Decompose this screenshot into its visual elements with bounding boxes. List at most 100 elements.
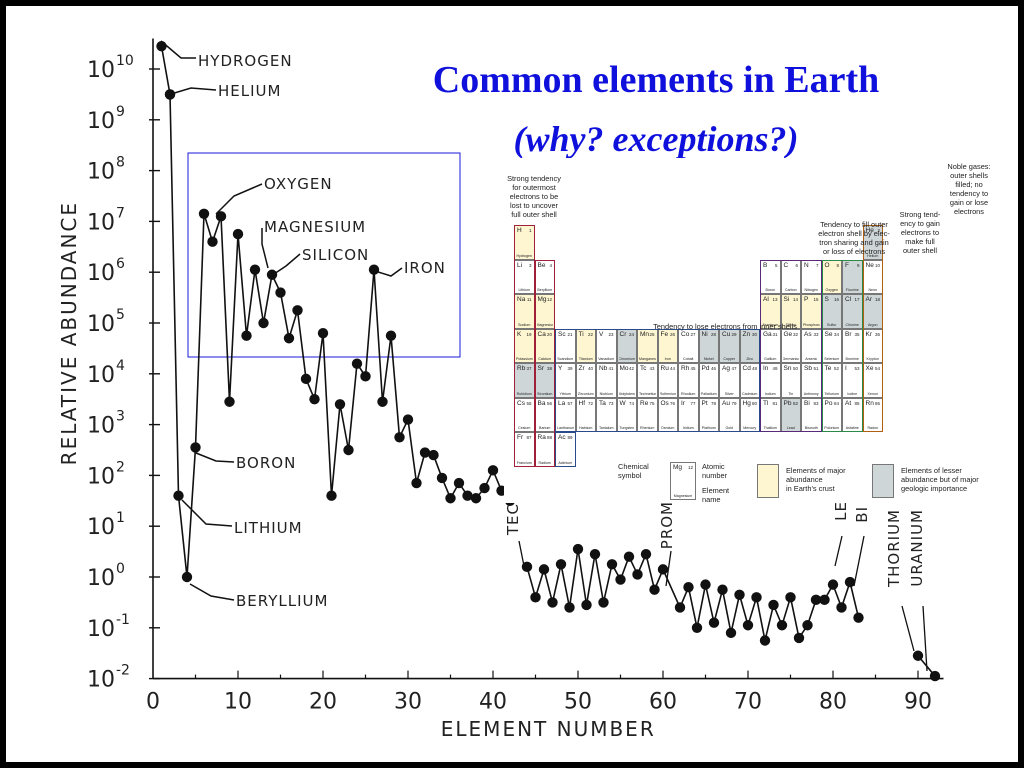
element-symbol: Rn xyxy=(865,399,874,407)
element-name: Rhodium xyxy=(681,391,696,396)
element-name: Iron xyxy=(664,357,671,361)
element-cell: Fe 26 Iron xyxy=(657,328,678,363)
data-point xyxy=(394,432,405,443)
data-point xyxy=(572,543,584,555)
y-tick-exponent: -2 xyxy=(116,663,130,679)
y-tick-exponent: 1 xyxy=(116,510,125,526)
element-symbol: Hg xyxy=(742,399,751,407)
element-symbol: Se xyxy=(824,330,833,338)
element-name: Neon xyxy=(868,288,878,292)
data-point xyxy=(343,444,354,456)
element-cell: Au 79 Gold xyxy=(719,397,740,432)
y-tick-exponent: 2 xyxy=(116,459,125,475)
element-symbol: Ac xyxy=(558,434,566,441)
annotation-label: THORIUM xyxy=(885,509,903,588)
element-symbol: Cr xyxy=(619,330,627,338)
table-note-line: or loss of electrons xyxy=(822,247,886,256)
element-symbol: Mn xyxy=(640,330,650,338)
element-number: 27 xyxy=(690,331,696,337)
element-name: Cobalt xyxy=(683,357,694,361)
legend-lesser-text: Elements of lesser abundance but of major… xyxy=(901,466,996,493)
data-point xyxy=(589,548,601,560)
element-symbol: C xyxy=(783,261,789,269)
element-symbol: Sb xyxy=(804,365,812,372)
element-name: Cesium xyxy=(518,426,531,430)
annotation-leader xyxy=(270,253,301,277)
element-number: 46 xyxy=(710,366,716,371)
element-symbol: Ar xyxy=(865,296,873,303)
element-symbol: Ni xyxy=(701,330,708,338)
element-symbol: Ta xyxy=(599,399,606,407)
slide-title: Common elements in Earth xyxy=(432,59,880,101)
element-name: Astatine xyxy=(845,426,859,430)
element-name: Francium xyxy=(516,460,532,465)
element-cell: At 85 Astatine xyxy=(842,397,863,432)
y-tick-label: 10 xyxy=(87,210,115,235)
element-number: 85 xyxy=(854,400,860,406)
element-symbol: Y xyxy=(558,365,563,372)
periodic-table: H 1 Hydrogen He 2 Helium Li 3 Lithium Be 4 Berylliu… xyxy=(504,158,996,504)
group-outline xyxy=(862,225,883,432)
element-cell: La 57 Lanthanum xyxy=(555,397,576,432)
element-name: Antimony xyxy=(803,391,819,396)
element-number: 39 xyxy=(567,366,573,371)
group-title: Tendency to lose electrons from inner sh… xyxy=(653,322,797,331)
element-cell: W 74 Tungsten xyxy=(616,397,637,432)
element-symbol: In xyxy=(763,365,769,372)
legend-line: in Earth's crust xyxy=(786,484,835,493)
element-number: 75 xyxy=(649,400,655,406)
group-outline xyxy=(555,432,576,467)
data-point xyxy=(232,228,244,240)
element-name: Lead xyxy=(786,426,795,430)
table-note-line: for outermost xyxy=(512,183,556,192)
element-symbol: Cs xyxy=(517,399,525,407)
element-number: 82 xyxy=(792,400,798,406)
y-tick-label: 10 xyxy=(87,58,115,83)
element-name: Fluorine xyxy=(845,288,859,292)
data-point xyxy=(768,599,779,611)
element-name: Krypton xyxy=(866,357,879,361)
table-note-line: filled; no xyxy=(955,180,983,189)
table-note-line: electron shell by elec- xyxy=(818,229,890,238)
element-number: 28 xyxy=(710,331,716,337)
data-point xyxy=(555,559,567,570)
series-line xyxy=(160,46,171,95)
legend-lesser-swatch xyxy=(872,464,894,498)
element-number: 89 xyxy=(567,435,573,440)
element-symbol: Sc xyxy=(558,330,566,338)
legend-chem-symbol: Chemical symbol xyxy=(618,462,649,480)
data-point xyxy=(530,592,541,603)
data-point xyxy=(581,599,592,611)
element-number: 25 xyxy=(649,331,655,337)
y-tick-label: 10 xyxy=(87,160,115,185)
element-number: 54 xyxy=(874,366,880,371)
element-number: 30 xyxy=(751,331,757,337)
element-name: Carbon xyxy=(784,288,797,292)
annotation-leader xyxy=(170,87,217,95)
element-name: Mercury xyxy=(743,426,757,430)
element-symbol: Al xyxy=(763,296,769,303)
element-name: Vanadium xyxy=(598,357,615,361)
element-symbol: N xyxy=(804,261,809,269)
element-symbol: Br xyxy=(845,330,852,338)
element-number: 88 xyxy=(546,435,552,440)
element-number: 86 xyxy=(874,400,880,406)
element-name: Niobium xyxy=(599,391,613,396)
element-name: Copper xyxy=(723,357,736,361)
element-symbol: Bi xyxy=(804,399,810,407)
annotation-leader xyxy=(665,550,672,587)
x-tick-label: 50 xyxy=(564,690,592,715)
data-point xyxy=(785,592,796,603)
data-point xyxy=(853,612,864,623)
element-symbol: H xyxy=(517,227,522,234)
y-tick-label: 10 xyxy=(87,363,115,388)
y-tick-exponent: 3 xyxy=(116,409,125,425)
data-point xyxy=(283,333,295,344)
element-name: Cadmium xyxy=(742,391,758,396)
element-name: Gallium xyxy=(764,357,777,361)
y-tick-exponent: 6 xyxy=(116,256,125,272)
element-symbol: Ti xyxy=(578,330,584,338)
element-number: 83 xyxy=(813,400,819,406)
y-tick-exponent: 5 xyxy=(116,307,125,323)
